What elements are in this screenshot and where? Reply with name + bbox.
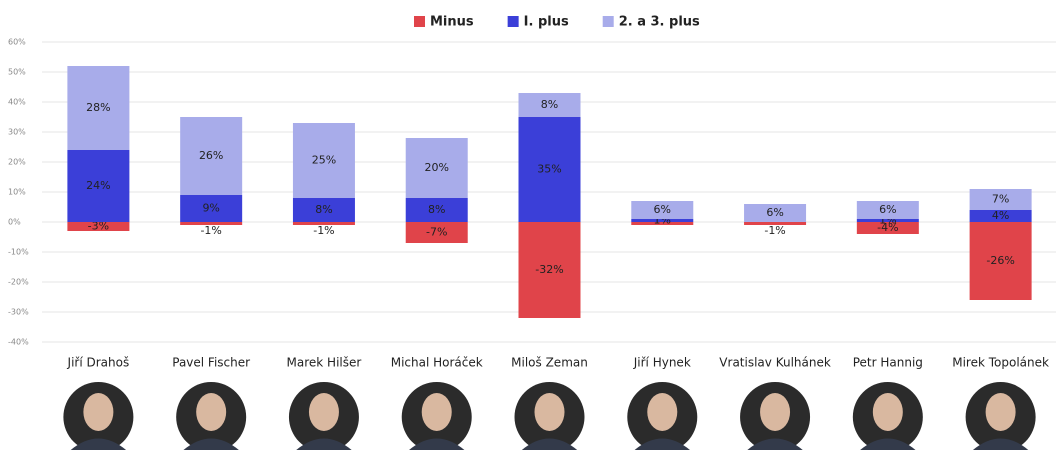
category-label: Jiří Hynek — [633, 356, 691, 370]
portrait-face — [83, 393, 113, 431]
value-label: 6% — [879, 203, 896, 216]
y-tick-label: 60% — [8, 38, 26, 47]
category-label: Marek Hilšer — [287, 356, 362, 370]
value-label: -7% — [426, 226, 447, 239]
portrait-face — [873, 393, 903, 431]
category-label: Mirek Topolánek — [952, 356, 1049, 370]
value-label: 28% — [86, 101, 110, 114]
value-label: -32% — [535, 263, 563, 276]
value-label: 8% — [315, 203, 332, 216]
value-label: 8% — [428, 203, 445, 216]
category-label: Vratislav Kulhánek — [719, 356, 831, 370]
value-label: 4% — [992, 209, 1009, 222]
y-tick-label: 50% — [8, 68, 26, 77]
portrait-face — [196, 393, 226, 431]
portrait-face — [647, 393, 677, 431]
legend-swatch — [603, 16, 614, 27]
value-label: 7% — [992, 193, 1009, 206]
y-tick-label: 10% — [8, 188, 26, 197]
chart: -40%-30%-20%-10%0%10%20%30%40%50%60%-3%2… — [0, 0, 1056, 450]
y-tick-label: -10% — [8, 248, 29, 257]
portrait-face — [986, 393, 1016, 431]
y-tick-label: -20% — [8, 278, 29, 287]
category-label: Jiří Drahoš — [67, 356, 130, 370]
value-label: -1% — [764, 224, 785, 237]
portrait-face — [309, 393, 339, 431]
value-label: 20% — [424, 161, 448, 174]
value-label: -1% — [200, 224, 221, 237]
y-tick-label: 0% — [8, 218, 21, 227]
portrait-face — [760, 393, 790, 431]
value-label: -26% — [986, 254, 1014, 267]
category-label: Pavel Fischer — [172, 356, 250, 370]
value-label: 6% — [766, 206, 783, 219]
category-label: Miloš Zeman — [511, 356, 588, 370]
y-tick-label: -40% — [8, 338, 29, 347]
category-label: Michal Horáček — [391, 356, 483, 370]
photo-row — [63, 382, 1035, 450]
value-label: 24% — [86, 179, 110, 192]
portrait-face — [422, 393, 452, 431]
legend-label: Minus — [430, 15, 474, 30]
portrait-face — [535, 393, 565, 431]
value-label: 6% — [654, 203, 671, 216]
y-tick-label: 30% — [8, 128, 26, 137]
legend-swatch — [508, 16, 519, 27]
legend-swatch — [414, 16, 425, 27]
value-label: 8% — [541, 98, 558, 111]
category-label: Petr Hannig — [853, 356, 923, 370]
y-tick-label: 20% — [8, 158, 26, 167]
y-tick-label: -30% — [8, 308, 29, 317]
legend-label: 2. a 3. plus — [619, 15, 700, 30]
value-label: 26% — [199, 149, 223, 162]
value-label: 25% — [312, 154, 336, 167]
page: -40%-30%-20%-10%0%10%20%30%40%50%60%-3%2… — [0, 0, 1056, 450]
value-label: 35% — [537, 163, 561, 176]
value-label: 9% — [202, 202, 219, 215]
legend-label: I. plus — [524, 15, 569, 30]
value-label: -1% — [313, 224, 334, 237]
y-tick-label: 40% — [8, 98, 26, 107]
